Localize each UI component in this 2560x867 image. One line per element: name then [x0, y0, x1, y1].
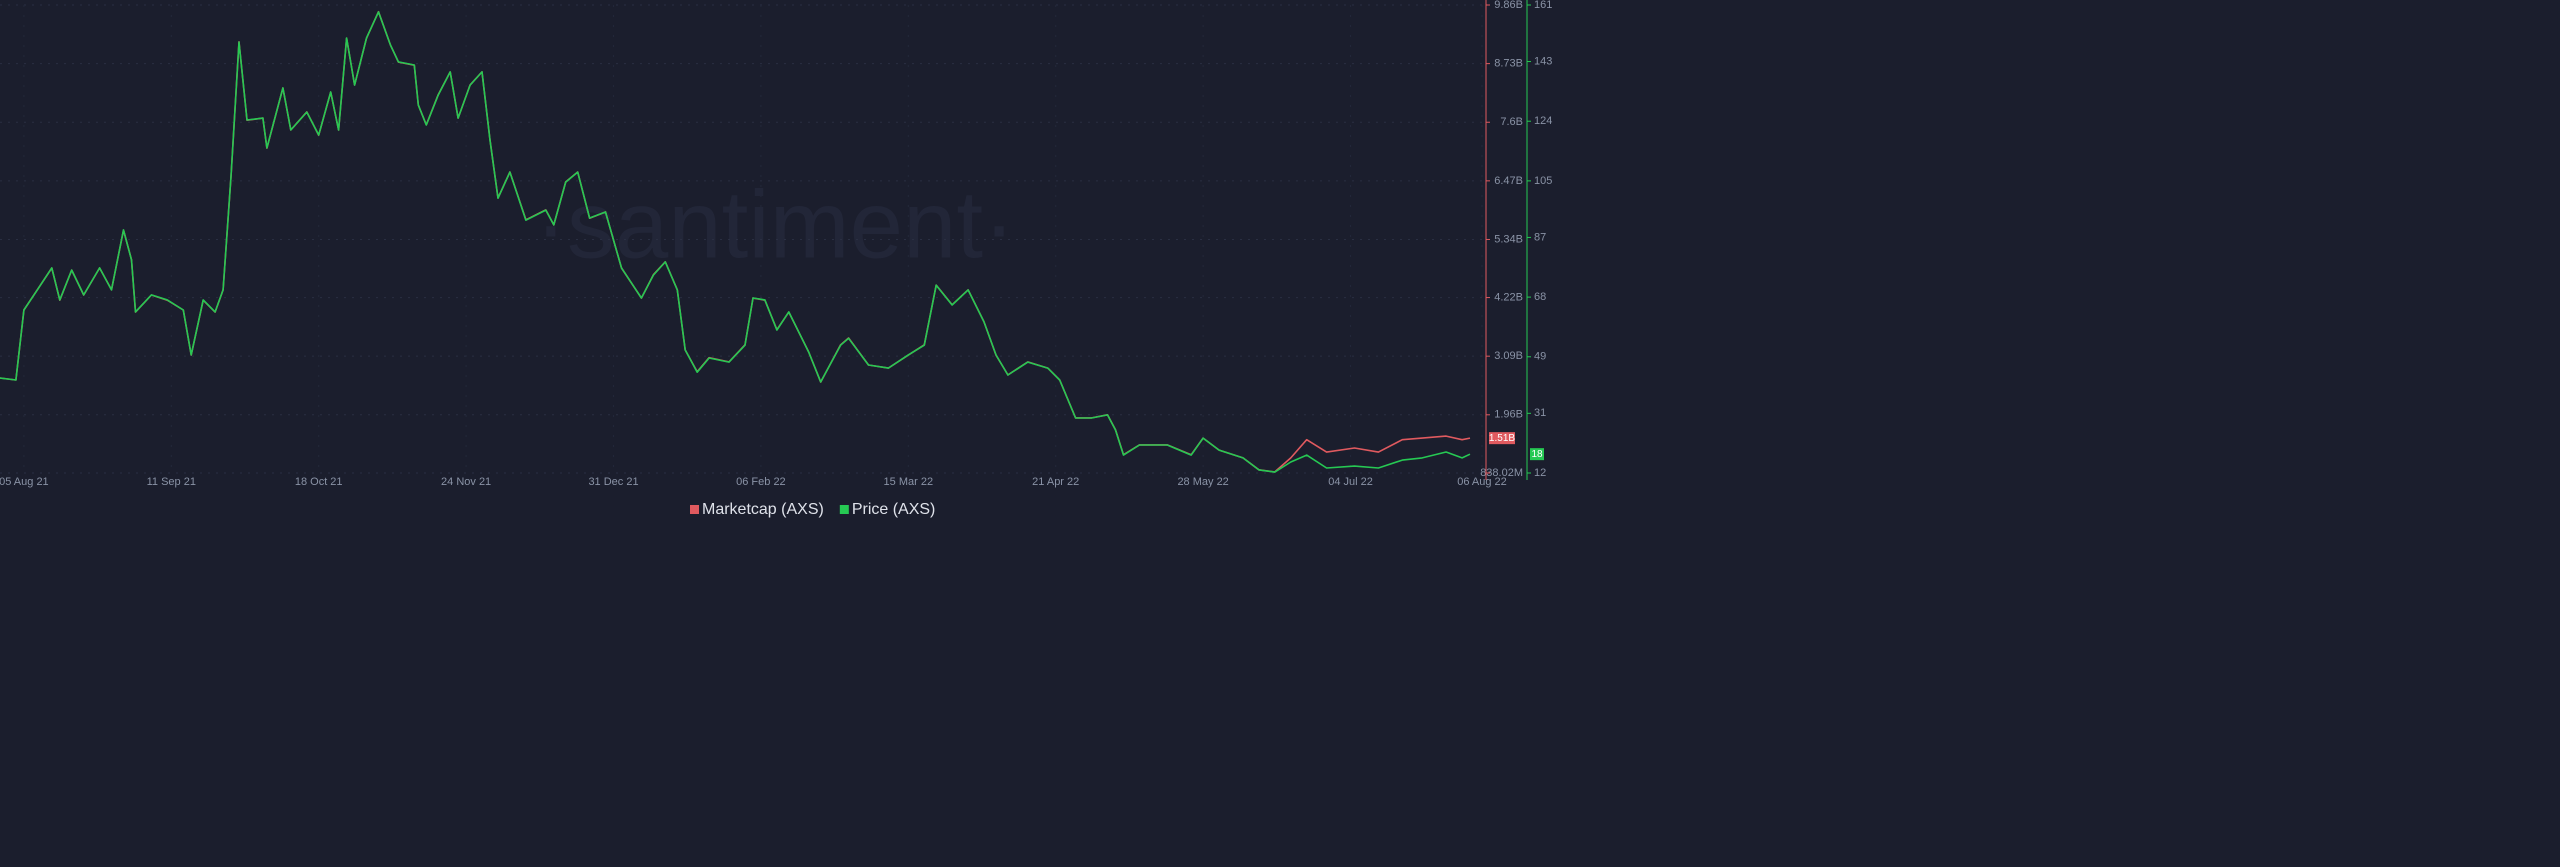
- current-value-tag: [1489, 432, 1515, 445]
- x-tick-label: 18 Oct 21: [295, 476, 343, 488]
- series-line: [0, 11, 1471, 473]
- legend-label: Marketcap (AXS): [702, 501, 824, 518]
- legend-swatch: [690, 505, 699, 514]
- y2-tick-label: 87: [1534, 231, 1546, 243]
- y-tick-label: 4.22B: [1494, 291, 1523, 303]
- current-value-label: 18: [1531, 449, 1543, 460]
- y2-tick-label: 105: [1534, 175, 1552, 187]
- legend-swatch: [839, 505, 849, 514]
- x-tick-label: 04 Jul 22: [1328, 476, 1373, 488]
- legend-label: Price (AXS): [852, 501, 936, 518]
- x-tick-label: 11 Sep 21: [147, 476, 196, 488]
- x-tick-label: 31 Dec 21: [588, 476, 638, 488]
- x-tick-label: 24 Nov 21: [441, 476, 491, 488]
- current-value-label: 1.51B: [1489, 433, 1515, 444]
- y-tick-label: 3.09B: [1494, 350, 1523, 362]
- x-tick-label: 06 Aug 22: [1457, 476, 1507, 488]
- y2-tick-label: 161: [1534, 0, 1552, 11]
- y2-tick-label: 31: [1534, 407, 1546, 419]
- y-tick-label: 838.02M: [1480, 467, 1523, 479]
- x-tick-label: 21 Apr 22: [1032, 476, 1079, 488]
- x-tick-label: 28 May 22: [1177, 476, 1228, 488]
- y2-tick-label: 68: [1534, 291, 1546, 303]
- y2-tick-label: 124: [1534, 115, 1552, 127]
- x-tick-label: 06 Feb 22: [736, 476, 786, 488]
- x-tick-label: 05 Aug 21: [0, 476, 49, 488]
- current-value-tag: [1530, 448, 1544, 461]
- y-tick-label: 9.86B: [1494, 0, 1523, 11]
- watermark: ·santiment·: [535, 171, 1015, 278]
- y2-tick-label: 12: [1534, 467, 1546, 479]
- y-tick-label: 1.96B: [1494, 409, 1523, 421]
- y-tick-label: 7.6B: [1500, 116, 1523, 128]
- x-tick-label: 15 Mar 22: [884, 476, 934, 488]
- y2-tick-label: 143: [1534, 55, 1552, 67]
- y-tick-label: 8.73B: [1494, 58, 1523, 70]
- y-tick-label: 5.34B: [1494, 233, 1523, 245]
- y-tick-label: 6.47B: [1494, 175, 1523, 187]
- y2-tick-label: 49: [1534, 351, 1546, 363]
